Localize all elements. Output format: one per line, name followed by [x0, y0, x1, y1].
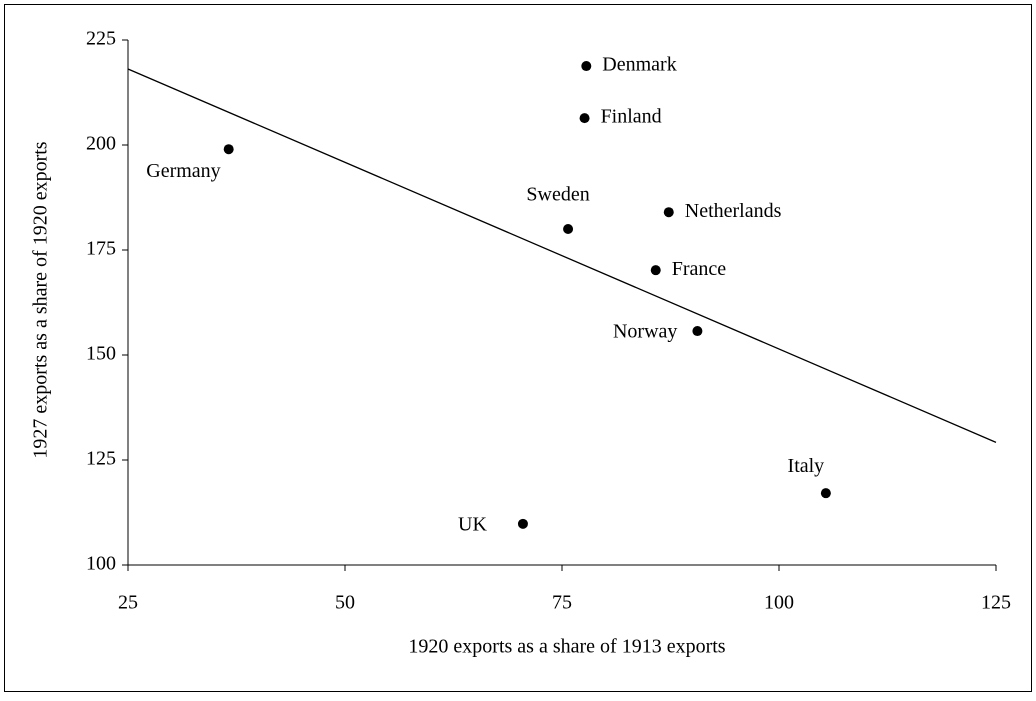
- y-tick-label: 125: [86, 448, 116, 470]
- y-tick-label: 175: [86, 238, 116, 260]
- scatter-point: [581, 61, 592, 72]
- x-tick-label: 25: [118, 592, 138, 614]
- point-label: Netherlands: [685, 200, 782, 222]
- chart-frame: [4, 4, 1032, 692]
- point-label: Italy: [788, 455, 825, 477]
- y-tick-label: 150: [86, 343, 116, 365]
- x-tick-label: 100: [764, 592, 794, 614]
- point-label: Finland: [601, 106, 662, 128]
- scatter-point: [692, 326, 703, 337]
- scatter-point: [563, 224, 574, 234]
- point-label: Germany: [146, 160, 220, 182]
- scatter-point: [650, 265, 661, 276]
- point-label: Norway: [613, 321, 677, 343]
- y-axis-title: 1927 exports as a share of 1920 exports: [30, 141, 52, 458]
- point-label: Sweden: [526, 184, 589, 206]
- scatter-point: [820, 488, 831, 499]
- y-tick-label: 100: [86, 553, 116, 575]
- point-label: UK: [458, 513, 487, 535]
- point-label: France: [672, 258, 727, 280]
- x-tick-label: 50: [335, 592, 355, 614]
- scatter-point: [517, 518, 528, 529]
- scatter-point: [223, 144, 234, 155]
- trend-line: [127, 68, 997, 443]
- y-tick-label: 225: [86, 28, 116, 50]
- scatter-point: [579, 113, 590, 124]
- x-axis-title: 1920 exports as a share of 1913 exports: [408, 636, 725, 658]
- y-tick-label: 200: [86, 133, 116, 155]
- scatter-point: [663, 207, 674, 218]
- x-tick-label: 125: [981, 592, 1011, 614]
- x-tick-label: 75: [552, 592, 572, 614]
- point-label: Denmark: [602, 54, 676, 76]
